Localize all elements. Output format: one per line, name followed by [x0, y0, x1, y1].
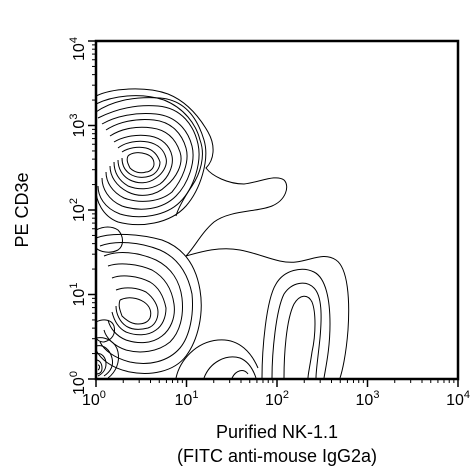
x-axis-ticks: 100 101 102 103 104	[82, 379, 470, 409]
contour-line	[203, 356, 257, 379]
contour-line	[185, 248, 350, 379]
contour-line	[109, 126, 182, 196]
contour-line	[117, 140, 167, 184]
contour-line	[95, 319, 115, 343]
contour-line	[113, 134, 173, 190]
contour-line	[95, 233, 202, 374]
contour-line	[103, 252, 183, 353]
x-axis-label-line2: (FITC anti-mouse IgG2a)	[177, 446, 377, 466]
contour-line	[283, 295, 316, 379]
x-tick-label: 103	[356, 389, 380, 409]
x-tick-label: 101	[175, 389, 199, 409]
y-tick-label: 104	[68, 37, 88, 61]
contour-line	[231, 370, 249, 379]
x-tick-label: 104	[446, 389, 470, 409]
contour-line	[121, 146, 161, 178]
y-tick-label: 100	[68, 371, 88, 395]
contour-line	[97, 364, 100, 371]
plot-frame	[94, 39, 460, 381]
contour-line	[95, 337, 119, 379]
contour-lines	[95, 88, 350, 379]
contour-line	[101, 113, 194, 210]
contour-line	[105, 119, 188, 202]
contour-line	[118, 297, 152, 325]
y-axis-ticks: 100 101 102 103 104	[68, 37, 96, 395]
x-axis-label: Purified NK-1.1	[216, 422, 338, 442]
contour-line	[95, 226, 123, 253]
contour-line	[95, 353, 107, 377]
y-axis-label: PE CD3e	[12, 172, 32, 247]
contour-line	[261, 268, 331, 379]
y-tick-label: 102	[68, 198, 88, 222]
y-tick-label: 101	[68, 283, 88, 307]
contour-line	[97, 105, 200, 218]
contour-line	[107, 263, 175, 344]
contour-line	[115, 287, 159, 330]
y-tick-label: 103	[68, 114, 88, 138]
contour-line	[95, 345, 113, 377]
contour-line	[95, 88, 288, 257]
x-tick-label: 100	[82, 389, 106, 409]
contour-line	[126, 152, 155, 174]
x-tick-label: 102	[265, 389, 289, 409]
contour-line	[175, 339, 259, 379]
contour-line	[95, 95, 203, 217]
contour-line	[271, 282, 322, 379]
contour-line	[95, 359, 103, 375]
contour-line	[95, 97, 207, 226]
contour-line	[99, 242, 193, 364]
contour-line	[111, 275, 167, 336]
